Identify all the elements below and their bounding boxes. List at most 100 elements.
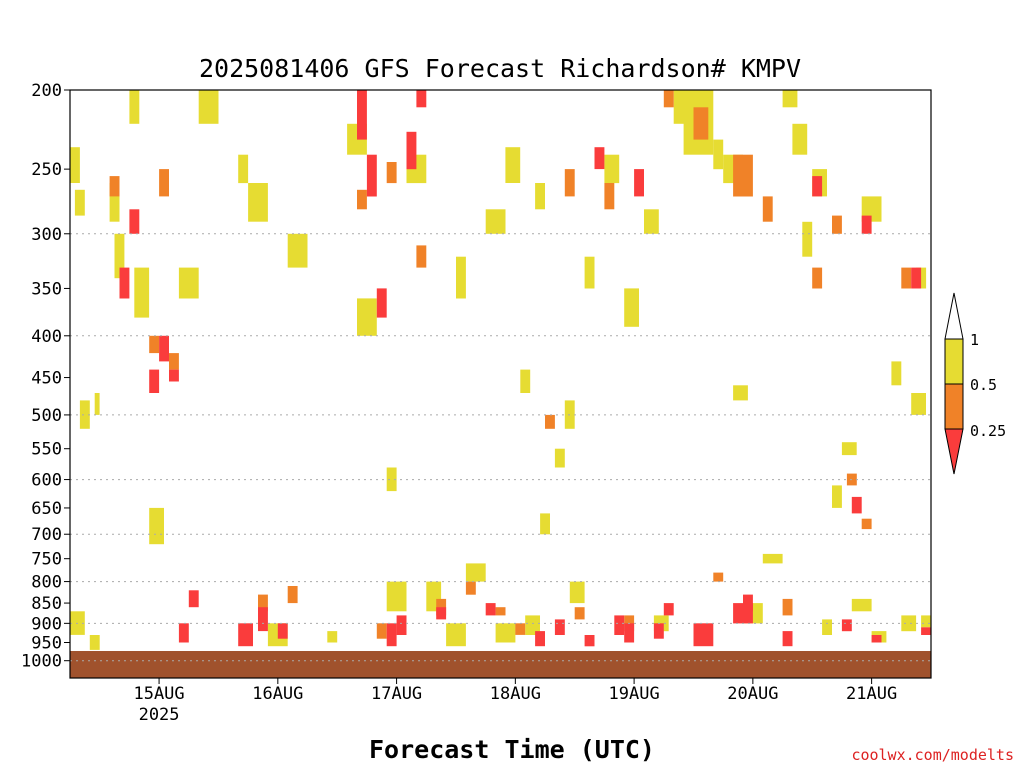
x-tick-label: 18AUG [490,684,541,704]
ri-cell-0.5-1 [109,183,120,222]
ri-cell-0.5-1 [604,154,620,184]
y-tick-label: 550 [31,440,62,460]
ri-cell-0.25-0.5 [465,581,476,595]
ri-cell-0.5-1 [841,442,857,456]
ri-cell-0.5-1 [495,623,516,643]
ri-cell-0.5-1 [832,485,842,508]
ri-cell-0.25-0.5 [574,607,585,620]
ri-cell-0.25-0.5 [545,414,555,429]
ri-cell-<0.25 [921,627,931,635]
legend-swatch-over-1 [944,292,964,340]
ri-cell-0.5-1 [446,623,466,647]
ri-cell-0.5-1 [114,233,125,279]
ri-cell-0.25-0.5 [357,189,367,210]
ri-cell-0.5-1 [733,385,748,401]
ri-cell-0.5-1 [525,615,540,635]
y-tick-label: 750 [31,550,62,570]
ri-cell-0.5-1 [74,189,85,216]
y-tick-label: 1000 [21,652,62,672]
ri-cell-<0.25 [812,176,823,197]
y-tick-label: 700 [31,525,62,545]
ri-cell-<0.25 [485,603,496,616]
ri-cell-0.5-1 [916,267,927,289]
credit-text: coolwx.com/modelts [851,746,1014,764]
ri-cell-0.5-1 [822,619,832,635]
ri-cell-<0.25 [396,615,407,635]
ri-cell-0.25-0.5 [149,335,160,354]
ri-cell-0.25-0.5 [376,623,387,639]
ri-cell-0.5-1 [554,448,565,468]
ri-cell-0.25-0.5 [436,598,447,616]
ri-cell-<0.25 [851,496,862,514]
ri-cell-0.5-1 [782,90,798,108]
ri-cell-0.25-0.5 [159,169,169,197]
x-tick-label: 20AUG [727,684,778,704]
ri-cell-0.25-0.5 [861,518,872,530]
ri-cell-0.5-1 [911,393,926,415]
x-tick-label: 19AUG [609,684,660,704]
ri-cell-0.25-0.5 [663,90,674,108]
y-tick-label: 850 [31,594,62,614]
y-tick-label: 650 [31,499,62,519]
ri-cell-0.25-0.5 [713,572,724,582]
ri-cell-0.5-1 [505,147,521,183]
ri-cell-<0.25 [366,154,377,197]
ri-cell-0.5-1 [357,298,377,336]
ri-cell-0.5-1 [386,581,407,612]
y-tick-label: 400 [31,327,62,347]
ri-cell-<0.25 [693,623,714,647]
ri-cell-<0.25 [663,603,674,616]
ri-cell-<0.25 [188,590,199,608]
ri-cell-<0.25 [238,623,253,647]
ri-cell-<0.25 [743,594,753,612]
ri-cell-0.5-1 [713,139,724,170]
legend-swatch-0-5-1 [944,338,964,385]
ri-cell-<0.25 [614,615,625,635]
ri-cell-0.5-1 [89,635,100,650]
legend-label: 0.25 [970,422,1006,440]
plot-area [70,90,931,678]
axes: 200 250 300 350 400 450 500 550 600 650 700 750 8008… [21,81,932,725]
chart-title: 2025081406 GFS Forecast Richardson# KMPV [199,54,801,83]
ri-cell-<0.25 [436,607,447,620]
ri-cell-0.5-1 [520,369,531,393]
ri-cell-<0.25 [653,623,664,639]
plot-background [70,90,931,678]
ri-cell-0.5-1 [456,256,466,299]
ri-cell-<0.25 [119,267,130,299]
ri-cell-<0.25 [386,623,397,647]
ri-cell-<0.25 [416,90,427,108]
y-tick-label: 450 [31,369,62,389]
ri-cell-<0.25 [841,619,852,632]
y-tick-label: 600 [31,471,62,491]
ri-cell-0.5-1 [238,154,249,184]
legend-label: 1 [970,331,979,349]
ri-cell-<0.25 [911,267,922,289]
ri-cell-<0.25 [406,131,417,170]
ri-cell-0.5-1 [624,288,639,327]
ri-cell-0.5-1 [79,400,90,429]
ri-cell-0.25-0.5 [832,215,842,234]
ri-cell-<0.25 [535,631,545,647]
ri-cell-0.5-1 [762,553,783,564]
ri-cell-<0.25 [584,635,595,647]
ground-fill [70,651,931,678]
ri-cell-0.25-0.5 [495,607,506,616]
legend-label: 0.5 [970,376,997,394]
legend-swatch-under-0-25 [944,428,964,475]
ri-cell-<0.25 [129,209,140,234]
ri-cell-0.5-1 [465,563,486,582]
ri-cell-<0.25 [169,369,179,382]
x-tick-label: 21AUG [846,684,897,704]
ri-cell-<0.25 [634,169,644,197]
x-axis-label: Forecast Time (UTC) [369,735,655,764]
ri-cell-0.5-1 [198,90,219,124]
y-tick-label: 500 [31,406,62,426]
ri-cell-0.5-1 [861,196,882,222]
ri-cell-<0.25 [376,288,387,318]
ri-cell-0.5-1 [792,123,808,155]
ri-cell-0.5-1 [851,598,872,612]
ri-cell-0.5-1 [535,183,545,210]
ri-cell-0.25-0.5 [564,169,575,197]
